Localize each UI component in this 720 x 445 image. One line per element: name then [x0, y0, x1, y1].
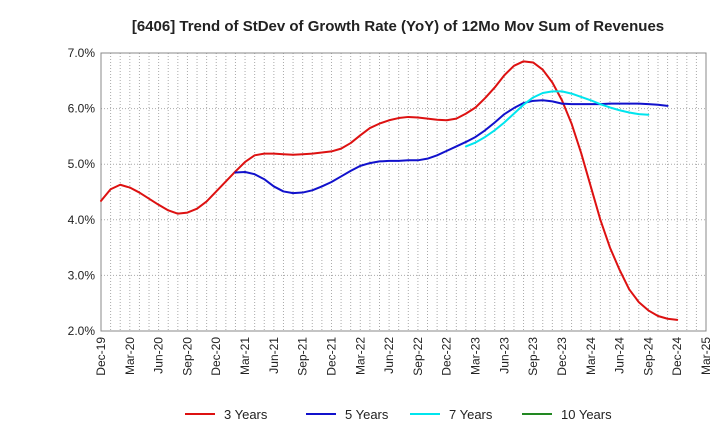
y-tick-label: 7.0%: [68, 46, 96, 60]
y-tick-label: 6.0%: [68, 102, 96, 116]
x-tick-label: Sep-22: [411, 337, 425, 376]
x-tick-label: Dec-19: [94, 337, 108, 376]
legend-label-10-years: 10 Years: [561, 407, 612, 422]
series-line-7-years: [464, 90, 650, 148]
x-tick-label: Jun-24: [613, 337, 627, 374]
y-tick-label: 5.0%: [68, 157, 96, 171]
legend-label-5-years: 5 Years: [345, 407, 389, 422]
x-tick-label: Sep-20: [180, 337, 194, 376]
series-line-5-years: [234, 99, 669, 195]
x-tick-label: Dec-22: [440, 337, 454, 376]
x-tick-label: Dec-24: [670, 337, 684, 376]
x-tick-label: Jun-20: [152, 337, 166, 374]
x-tick-label: Jun-22: [382, 337, 396, 374]
y-tick-label: 4.0%: [68, 213, 96, 227]
x-tick-label: Sep-23: [526, 337, 540, 376]
grid-layer: [101, 52, 706, 332]
legend-label-7-years: 7 Years: [449, 407, 493, 422]
legend-label-3-years: 3 Years: [224, 407, 268, 422]
x-tick-label: Sep-24: [641, 337, 655, 376]
legend: 3 Years 5 Years 7 Years 10 Years: [185, 407, 612, 422]
x-tick-label: Dec-23: [555, 337, 569, 376]
x-tick-label: Mar-20: [123, 337, 137, 375]
x-tick-label: Mar-21: [238, 337, 252, 375]
x-tick-label: Jun-23: [497, 337, 511, 374]
x-tick-label: Dec-20: [209, 337, 223, 376]
plot-frame: [100, 52, 707, 332]
y-tick-label: 3.0%: [68, 268, 96, 282]
x-tick-label: Sep-21: [296, 337, 310, 376]
x-tick-label: Mar-25: [699, 337, 713, 375]
x-tick-label: Mar-23: [469, 337, 483, 375]
x-tick-label: Jun-21: [267, 337, 281, 374]
series-line-3-years: [100, 60, 679, 321]
x-tick-label: Dec-21: [324, 337, 338, 376]
series-layer: [100, 60, 679, 321]
y-tick-label: 2.0%: [68, 324, 96, 338]
chart-title: [6406] Trend of StDev of Growth Rate (Yo…: [132, 18, 664, 35]
axis-layer: 2.0% 3.0% 4.0% 5.0% 6.0% 7.0% Dec-19 Mar-20 Jun-…: [68, 46, 713, 376]
x-tick-label: Mar-22: [353, 337, 367, 375]
x-tick-label: Mar-24: [584, 337, 598, 375]
